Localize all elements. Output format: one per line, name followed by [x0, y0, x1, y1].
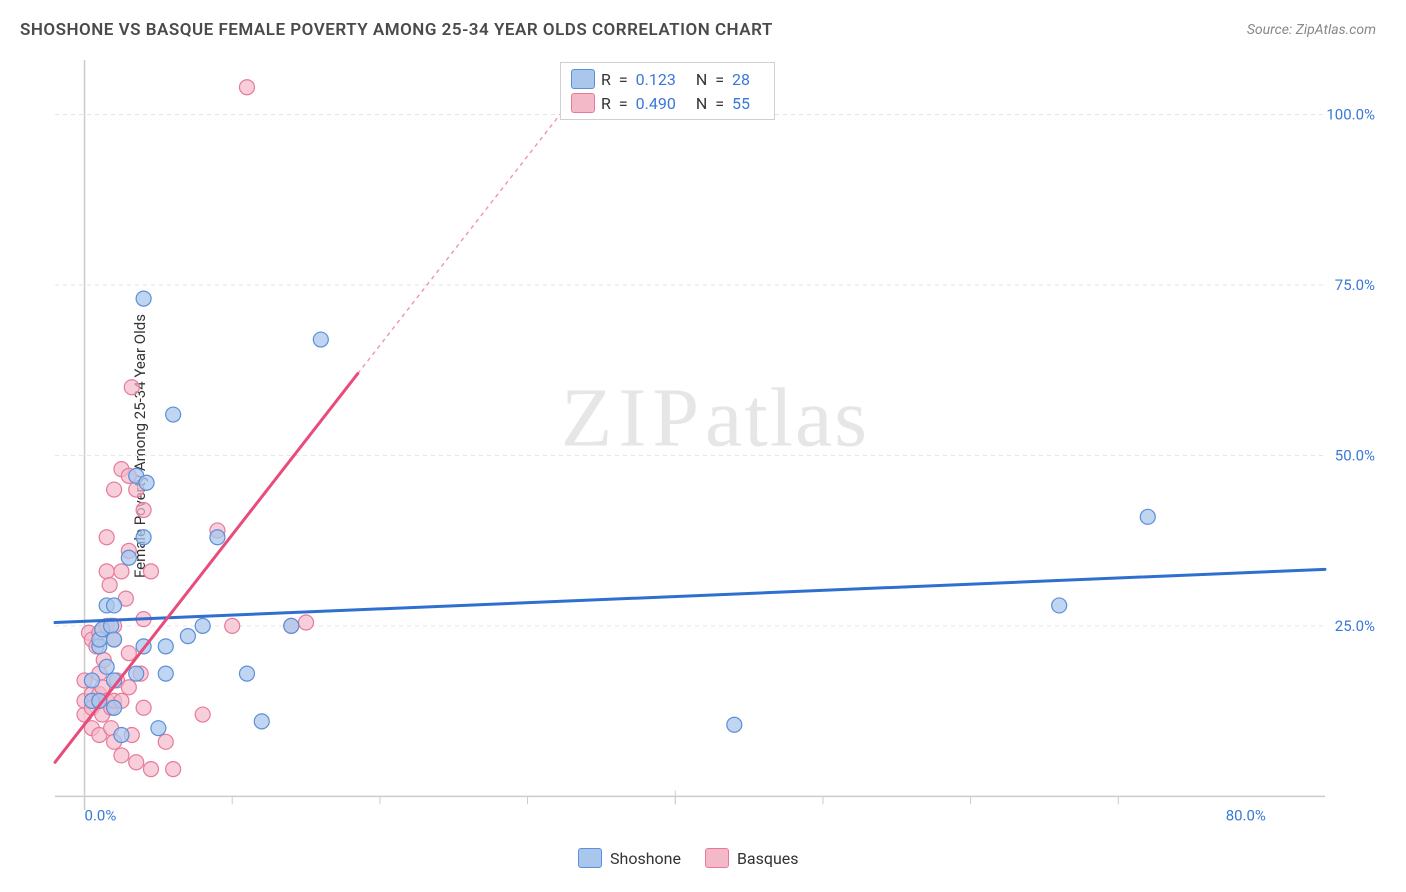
svg-text:0.0%: 0.0% — [85, 806, 117, 824]
svg-text:80.0%: 80.0% — [1226, 806, 1266, 824]
svg-text:75.0%: 75.0% — [1335, 276, 1375, 294]
svg-text:100.0%: 100.0% — [1326, 106, 1375, 124]
series-legend-item: Shoshone — [578, 848, 681, 868]
series-legend: Shoshone Basques — [578, 848, 799, 868]
legend-row: R=0.490N=55 — [567, 91, 768, 115]
legend-row: R=0.123N=28 — [567, 67, 768, 91]
correlation-legend: R=0.123N=28R=0.490N=55 — [560, 62, 775, 120]
legend-swatch — [571, 69, 595, 89]
chart-title: SHOSHONE VS BASQUE FEMALE POVERTY AMONG … — [20, 20, 773, 40]
series-legend-item: Basques — [705, 848, 799, 868]
svg-text:50.0%: 50.0% — [1335, 446, 1375, 464]
scatter-plot: 0.0%80.0%25.0%50.0%75.0%100.0% ZIPatlas — [50, 55, 1380, 845]
legend-swatch — [705, 848, 729, 868]
legend-swatch — [571, 93, 595, 113]
source-label: Source: ZipAtlas.com — [1247, 22, 1376, 38]
series-name: Shoshone — [610, 849, 681, 868]
chart-canvas: 0.0% 80.0% 25.0% 50.0% 75.0% 100.0% — [50, 55, 1380, 845]
legend-swatch — [578, 848, 602, 868]
svg-text:25.0%: 25.0% — [1335, 617, 1375, 635]
series-name: Basques — [737, 849, 799, 868]
